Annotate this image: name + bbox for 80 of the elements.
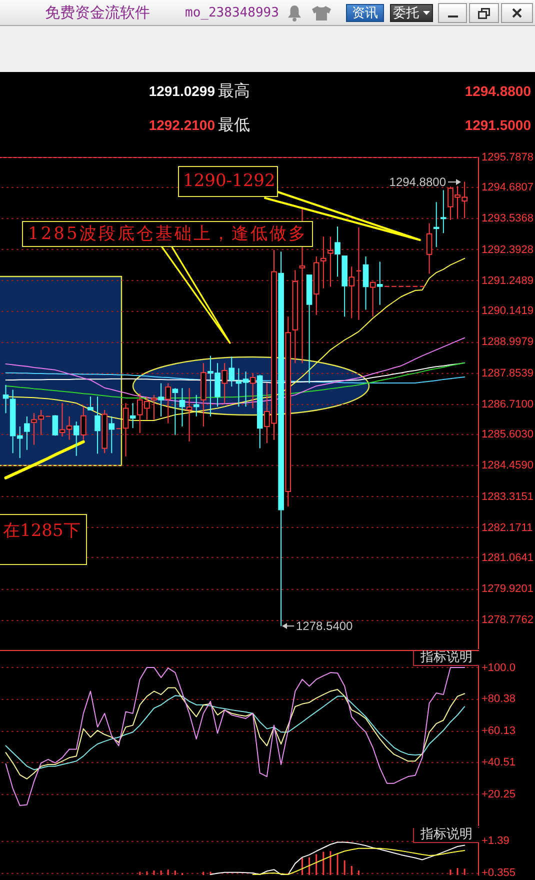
candlestick: [122, 402, 129, 457]
line-series: [4, 440, 85, 480]
y-tick-label: 1295.7878: [482, 152, 534, 164]
text: mo_238348993: [185, 6, 279, 20]
y-tick-label: +0.355: [482, 867, 516, 880]
y-tick-label: 1284.4590: [482, 460, 534, 472]
candlestick: [130, 402, 136, 429]
candlestick: [151, 394, 157, 420]
y-tick-label: +100.0: [482, 662, 516, 674]
candlestick: [80, 406, 86, 440]
candlestick: [334, 226, 340, 278]
annotation: 1290-1292: [178, 166, 278, 197]
y-tick-label: 1283.3151: [482, 490, 534, 503]
candlestick: [222, 362, 228, 404]
line-series: [5, 362, 466, 384]
text: 最高: [218, 81, 250, 100]
y-tick-label: 1292.3928: [482, 244, 534, 256]
y-tick-label: 1293.5368: [482, 212, 534, 225]
y-tick-label: 1287.8539: [482, 367, 534, 380]
y-tick-label: 1278.7762: [482, 614, 534, 626]
text: 资讯: [352, 5, 378, 22]
candlestick: [66, 416, 72, 440]
y-tick-label: 1290.1419: [482, 305, 534, 318]
line-series: [5, 687, 466, 780]
candlestick: [328, 236, 334, 288]
line-series: [252, 848, 466, 875]
candlestick: [52, 414, 58, 436]
y-tick-label: +40.51: [482, 756, 516, 768]
candlestick: [88, 396, 94, 410]
candlestick: [108, 416, 115, 454]
text: 1291.5000: [464, 117, 531, 133]
y-tick-label: +80.38: [482, 693, 516, 706]
text: 最低: [218, 115, 250, 134]
candlestick: [73, 421, 80, 456]
candlestick: [59, 402, 66, 438]
y-tick-label: 1281.0641: [482, 552, 534, 564]
y-tick-label: 1279.9201: [482, 583, 534, 596]
candlestick: [433, 202, 440, 248]
y-tick-label: +20.25: [482, 788, 516, 800]
candlestick: [193, 394, 200, 417]
annotation: 指标说明: [413, 827, 479, 843]
text: 1292.2100: [148, 117, 215, 133]
y-tick-label: 1282.1711: [482, 522, 533, 534]
candlestick: [362, 256, 369, 310]
annotation: 1278.5400: [296, 619, 353, 633]
candlestick: [250, 372, 256, 409]
line-series: [210, 842, 466, 875]
annotation: 在1285下: [0, 514, 87, 565]
candlestick: [356, 226, 362, 320]
annotation: 1294.8800: [389, 175, 446, 189]
text: 委托: [393, 5, 419, 22]
candlestick: [348, 266, 355, 319]
text: 1294.8800: [464, 83, 531, 99]
text: 1291.0299: [148, 83, 215, 99]
y-tick-label: 1285.6030: [482, 428, 534, 441]
y-tick-label: +60.13: [482, 725, 516, 738]
candlestick: [24, 416, 30, 450]
candlestick: [94, 396, 100, 454]
annotation: 指标说明: [413, 650, 479, 666]
text: 免费资金流软件: [45, 4, 150, 22]
y-tick-label: 1286.7100: [482, 398, 534, 410]
line-series: [5, 695, 466, 770]
y-tick-label: 1294.6807: [482, 182, 534, 194]
candlestick: [440, 190, 446, 234]
candlestick: [370, 281, 376, 318]
line-series: [5, 666, 466, 806]
candlestick: [172, 388, 178, 436]
candlestick: [179, 388, 186, 427]
y-tick-label: 1288.9979: [482, 336, 534, 348]
candlestick: [426, 222, 432, 274]
y-tick-label: 1291.2489: [482, 274, 534, 287]
candlestick: [320, 236, 326, 289]
candlestick: [2, 384, 9, 414]
candlestick: [376, 261, 383, 306]
annotation: 1285波段底仓基础上，逢低做多: [22, 221, 313, 247]
y-tick-label: +1.39: [482, 835, 510, 848]
candlestick: [186, 388, 192, 442]
candlestick: [165, 382, 172, 424]
candlestick: [228, 356, 235, 388]
candlestick: [158, 382, 164, 417]
